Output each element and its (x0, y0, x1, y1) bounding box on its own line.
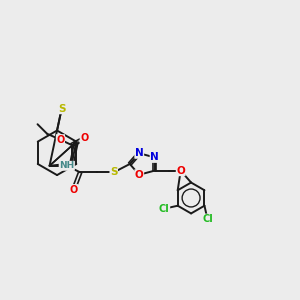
Text: O: O (176, 166, 185, 176)
Text: O: O (56, 135, 64, 145)
Text: Cl: Cl (159, 204, 170, 214)
Text: N: N (135, 148, 144, 158)
Text: S: S (110, 167, 118, 177)
Text: O: O (80, 134, 88, 143)
Text: NH: NH (59, 161, 74, 170)
Text: Cl: Cl (202, 214, 213, 224)
Text: N: N (150, 152, 159, 162)
Text: O: O (135, 170, 144, 180)
Text: S: S (58, 104, 65, 114)
Text: O: O (70, 184, 78, 195)
